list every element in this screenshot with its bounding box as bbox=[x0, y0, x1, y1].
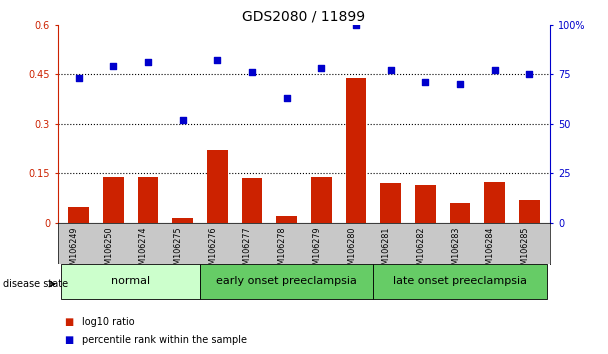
Bar bbox=[380, 183, 401, 223]
Point bbox=[351, 22, 361, 28]
Text: GSM106282: GSM106282 bbox=[416, 226, 426, 275]
Text: GSM106250: GSM106250 bbox=[104, 226, 113, 275]
Bar bbox=[345, 78, 367, 223]
Point bbox=[317, 65, 326, 71]
Text: GSM106278: GSM106278 bbox=[278, 226, 286, 275]
Point bbox=[178, 117, 187, 123]
Text: GSM106285: GSM106285 bbox=[520, 226, 530, 275]
Text: GSM106279: GSM106279 bbox=[313, 226, 322, 275]
Bar bbox=[137, 177, 158, 223]
Bar bbox=[373, 264, 547, 299]
Text: GSM106275: GSM106275 bbox=[174, 226, 182, 275]
Bar bbox=[172, 218, 193, 223]
Text: GSM106249: GSM106249 bbox=[69, 226, 78, 275]
Text: disease state: disease state bbox=[3, 279, 68, 289]
Point bbox=[143, 59, 153, 65]
Bar bbox=[103, 177, 123, 223]
Text: GSM106283: GSM106283 bbox=[451, 226, 460, 275]
Point bbox=[212, 58, 222, 63]
Point bbox=[490, 68, 500, 73]
Text: GSM106281: GSM106281 bbox=[382, 226, 391, 275]
Point bbox=[525, 72, 534, 77]
Bar bbox=[207, 150, 228, 223]
Text: early onset preeclampsia: early onset preeclampsia bbox=[216, 276, 357, 286]
Point bbox=[455, 81, 465, 87]
Text: late onset preeclampsia: late onset preeclampsia bbox=[393, 276, 527, 286]
Text: ■: ■ bbox=[64, 335, 73, 345]
Text: GSM106284: GSM106284 bbox=[486, 226, 495, 275]
Text: percentile rank within the sample: percentile rank within the sample bbox=[82, 335, 247, 345]
Text: GSM106276: GSM106276 bbox=[209, 226, 217, 275]
Bar bbox=[450, 203, 471, 223]
Text: normal: normal bbox=[111, 276, 150, 286]
Bar bbox=[68, 206, 89, 223]
Point bbox=[108, 64, 118, 69]
Text: GSM106280: GSM106280 bbox=[347, 226, 356, 275]
Bar bbox=[276, 216, 297, 223]
Point bbox=[247, 69, 257, 75]
Bar bbox=[61, 264, 200, 299]
Bar bbox=[241, 178, 263, 223]
Point bbox=[282, 95, 291, 101]
Point bbox=[421, 79, 430, 85]
Bar bbox=[519, 200, 540, 223]
Bar bbox=[311, 177, 332, 223]
Bar bbox=[485, 182, 505, 223]
Title: GDS2080 / 11899: GDS2080 / 11899 bbox=[243, 10, 365, 24]
Bar bbox=[415, 185, 436, 223]
Text: GSM106277: GSM106277 bbox=[243, 226, 252, 275]
Text: GSM106274: GSM106274 bbox=[139, 226, 148, 275]
Text: ■: ■ bbox=[64, 317, 73, 327]
Point bbox=[386, 68, 396, 73]
Text: log10 ratio: log10 ratio bbox=[82, 317, 135, 327]
Point bbox=[74, 75, 83, 81]
Bar bbox=[200, 264, 373, 299]
